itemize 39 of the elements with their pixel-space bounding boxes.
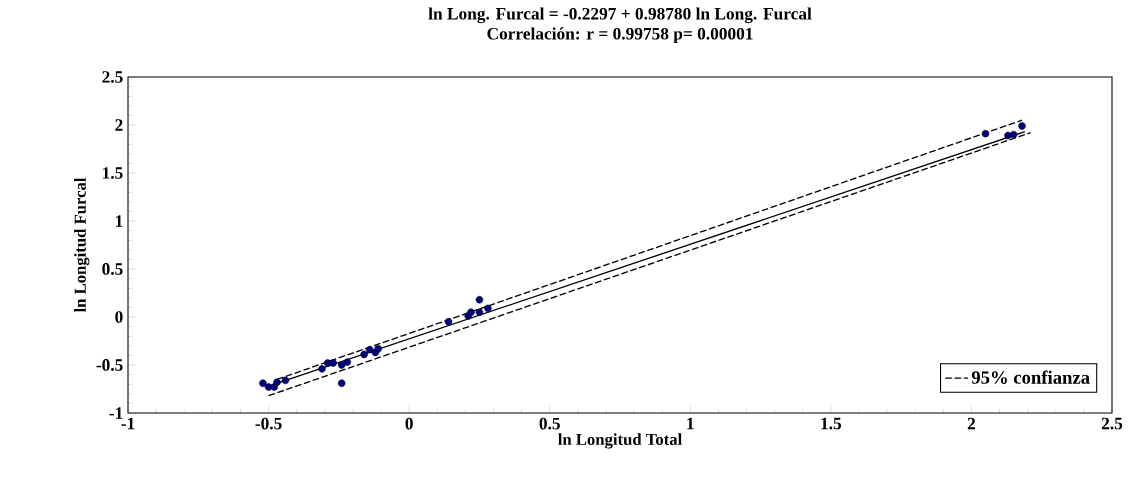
y-axis-title: ln Longitud Furcal: [74, 177, 90, 313]
point: [360, 350, 368, 359]
x-axis-title: ln Longitud Total: [558, 433, 682, 449]
chart-title: ln Long. Furcal = -0.2297 + 0.98780 ln Long. Furcal: [428, 7, 812, 24]
y-tick-label: 0.5: [102, 263, 123, 275]
chart-subtitle: Correlación: r = 0.99758 p= 0.00001: [487, 27, 753, 44]
point: [444, 318, 453, 326]
point: [1009, 130, 1018, 139]
legend-label: 95% confianza: [971, 370, 1090, 384]
y-tick-label: -1: [109, 407, 123, 419]
x-tick-label: 1.5: [821, 417, 842, 430]
y-tick-label: -0.5: [96, 359, 123, 371]
point: [366, 345, 374, 354]
point: [337, 361, 346, 369]
x-tick-label: 0: [405, 417, 413, 430]
point: [281, 376, 290, 385]
y-tick-label: 1.5: [103, 167, 123, 179]
point: [467, 308, 475, 316]
y-tick-label: 1: [116, 215, 123, 227]
point: [374, 344, 382, 353]
y-tick-label: 2: [115, 119, 123, 131]
point: [337, 379, 346, 387]
point: [343, 358, 352, 366]
x-tick-label: 1: [687, 417, 694, 430]
x-tick-label: 2: [967, 417, 976, 430]
point: [273, 378, 281, 387]
x-tick-label: 0.5: [539, 417, 560, 430]
point: [1018, 122, 1026, 130]
point: [981, 129, 990, 138]
x-tick-label: -0.5: [255, 417, 282, 430]
y-tick-label: 0: [115, 311, 123, 323]
x-tick-label: 2.5: [1101, 417, 1123, 430]
y-tick-label: 2.5: [102, 71, 123, 83]
point: [475, 308, 484, 316]
point: [329, 359, 337, 367]
point: [259, 379, 267, 387]
point: [318, 365, 326, 373]
point: [475, 295, 484, 304]
point: [484, 304, 492, 313]
